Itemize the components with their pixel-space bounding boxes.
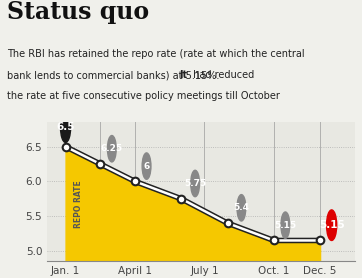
Circle shape bbox=[237, 195, 246, 221]
Text: Status quo: Status quo bbox=[7, 0, 150, 24]
Circle shape bbox=[281, 212, 290, 238]
Circle shape bbox=[327, 210, 337, 240]
Text: 5.15: 5.15 bbox=[274, 221, 296, 230]
Text: It: It bbox=[179, 70, 188, 80]
Text: REPO RATE: REPO RATE bbox=[74, 180, 83, 227]
Text: 6.5: 6.5 bbox=[56, 122, 75, 132]
Text: 5.4: 5.4 bbox=[233, 203, 249, 212]
Circle shape bbox=[60, 112, 71, 142]
Text: had reduced: had reduced bbox=[190, 70, 254, 80]
Text: 6: 6 bbox=[143, 162, 150, 171]
Circle shape bbox=[142, 153, 151, 179]
Text: 5.15: 5.15 bbox=[319, 220, 345, 230]
Circle shape bbox=[191, 170, 199, 197]
Text: 5.75: 5.75 bbox=[184, 179, 206, 188]
Text: bank lends to commercial banks) at 5.15%.: bank lends to commercial banks) at 5.15%… bbox=[7, 70, 223, 80]
Text: The RBI has retained the repo rate (rate at which the central: The RBI has retained the repo rate (rate… bbox=[7, 49, 305, 59]
Text: 6.25: 6.25 bbox=[101, 144, 123, 153]
Circle shape bbox=[108, 136, 116, 162]
Text: the rate at five consecutive policy meetings till October: the rate at five consecutive policy meet… bbox=[7, 91, 280, 101]
